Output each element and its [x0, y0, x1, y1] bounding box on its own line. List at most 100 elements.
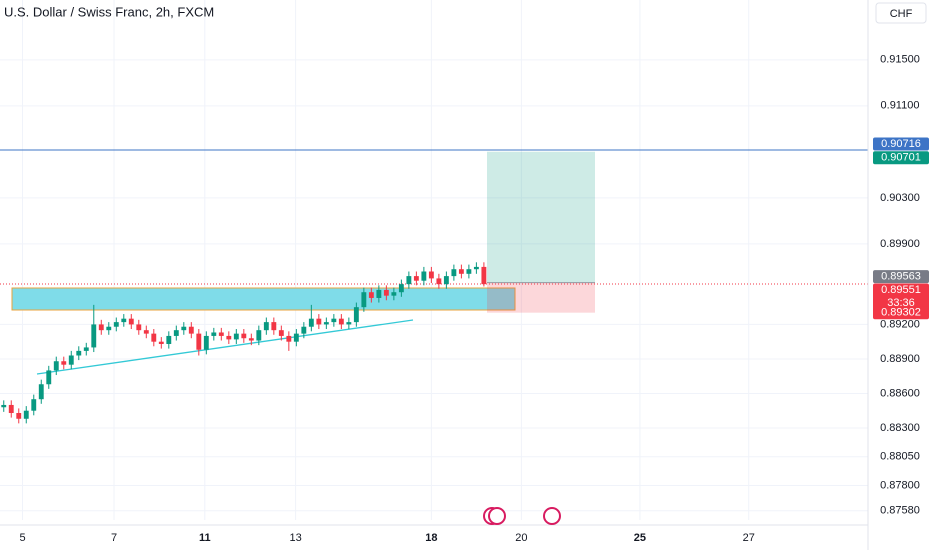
currency-button[interactable]	[875, 2, 927, 24]
candle-body	[331, 318, 337, 323]
candle-body	[413, 276, 419, 281]
candle-body	[398, 284, 404, 293]
candle-body	[451, 269, 457, 277]
y-tick-label: 0.88600	[880, 387, 920, 399]
candle-body	[376, 289, 382, 298]
y-tick-label: 0.87800	[880, 479, 920, 491]
candle-body	[383, 289, 389, 296]
candle-body	[406, 276, 412, 285]
axes: 0.91500 0.91100 0.90300 0.89900 0.89200 0.889…	[19, 54, 929, 544]
y-tick-label: 0.91100	[881, 100, 920, 112]
candle-body	[8, 404, 14, 414]
candle-body	[481, 266, 487, 285]
x-tick-label: 18	[425, 532, 437, 544]
price-label: 0.89302	[881, 307, 921, 319]
drawings	[0, 149, 868, 313]
candle-body	[458, 269, 464, 274]
candle-body	[46, 370, 52, 385]
candle-body	[38, 384, 44, 400]
candle-body	[301, 326, 307, 334]
support-zone	[11, 287, 516, 311]
candle-body	[53, 361, 59, 371]
trend-line	[36, 319, 414, 375]
event-icons	[483, 507, 561, 525]
candle-body	[368, 292, 374, 298]
candle-body	[308, 318, 314, 327]
candle-body	[188, 326, 194, 334]
candle-body	[128, 318, 134, 325]
candle-body	[31, 399, 37, 411]
candle-body	[286, 335, 292, 342]
candle-body	[203, 335, 209, 350]
x-tick-label: 5	[19, 532, 25, 544]
candle-body	[473, 266, 479, 270]
candle-body	[91, 324, 97, 348]
price-label-bg	[873, 270, 929, 284]
candle-body	[248, 338, 254, 341]
candle-body	[181, 326, 187, 331]
candles	[1, 262, 487, 424]
price-label-bg	[873, 151, 929, 165]
countdown: 33:36	[887, 297, 915, 309]
price-label: 0.90701	[881, 152, 921, 164]
price-label-bg	[873, 283, 929, 310]
candle-body	[293, 333, 299, 342]
candle-body	[346, 322, 352, 325]
y-tick-label: 0.90300	[880, 192, 920, 204]
candle-body	[23, 410, 29, 419]
candle-body	[353, 307, 359, 323]
candle-body	[76, 350, 82, 356]
candle-body	[106, 326, 112, 331]
candle-body	[1, 404, 7, 408]
candle-body	[211, 332, 217, 336]
candle-body	[16, 413, 22, 419]
candle-body	[361, 292, 367, 308]
candle-body	[83, 347, 89, 351]
candle-body	[113, 322, 119, 327]
candle-body	[226, 335, 232, 340]
candle-body	[68, 355, 74, 365]
x-tick-label: 25	[634, 532, 646, 544]
x-tick-label: 11	[199, 532, 211, 544]
candle-body	[98, 324, 104, 331]
y-tick-label: 0.87580	[880, 505, 920, 517]
y-tick-label: 0.89200	[880, 318, 920, 330]
x-tick-label: 20	[515, 532, 527, 544]
stop-loss-area	[487, 282, 595, 313]
candle-body	[316, 318, 322, 325]
x-tick-label: 27	[743, 532, 755, 544]
price-label: 0.89563	[881, 271, 921, 283]
candle-body	[323, 322, 329, 325]
currency[interactable]: CHF	[890, 8, 913, 20]
candle-body	[256, 330, 262, 341]
candle-body	[263, 322, 269, 331]
price-label-bg	[873, 306, 929, 320]
candle-body	[218, 332, 224, 336]
candle-body	[166, 335, 172, 344]
y-tick-label: 0.91500	[880, 54, 920, 66]
candle-body	[173, 330, 179, 336]
candle-body	[421, 271, 427, 281]
candle-body	[436, 278, 442, 285]
candle-body	[143, 330, 149, 334]
candle-body	[136, 324, 142, 331]
price-label: 0.89551	[881, 284, 921, 296]
y-tick-label: 0.88050	[880, 451, 920, 463]
candle-body	[391, 292, 397, 296]
candle-body	[278, 330, 284, 336]
y-tick-label: 0.89900	[880, 238, 920, 250]
take-profit-area	[487, 151, 595, 283]
y-tick-label: 0.88900	[880, 353, 920, 365]
candle-body	[158, 341, 164, 344]
x-tick-label: 7	[111, 532, 117, 544]
candle-body	[61, 361, 67, 365]
candle-body	[196, 333, 202, 350]
candle-body	[151, 333, 157, 342]
price-label: 0.90716	[881, 138, 921, 150]
price-label-bg	[873, 137, 929, 151]
candle-body	[443, 276, 449, 285]
chart-title: U.S. Dollar / Swiss Franc, 2h, FXCM	[4, 4, 214, 19]
candle-body	[233, 333, 239, 340]
y-tick-label: 0.88300	[880, 422, 920, 434]
